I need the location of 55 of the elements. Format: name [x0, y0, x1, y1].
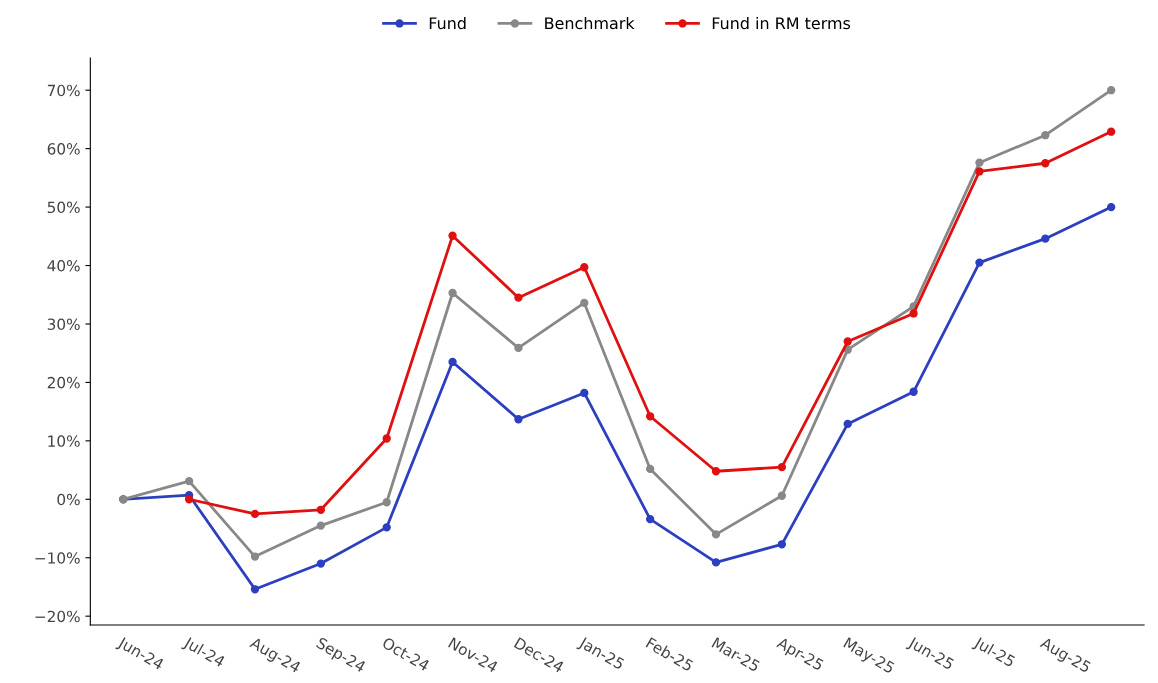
point — [645, 464, 655, 474]
point — [250, 585, 260, 594]
point — [645, 514, 655, 524]
point — [382, 498, 391, 507]
y-tick-label: 40% — [47, 259, 80, 272]
point — [514, 293, 523, 302]
y-tick-label: 50% — [47, 201, 80, 214]
legend-label: Fund — [429, 16, 466, 30]
y-tick-label: 0% — [57, 493, 80, 506]
point — [975, 158, 984, 167]
point — [711, 530, 721, 539]
point — [777, 540, 787, 549]
point — [250, 552, 260, 561]
point — [843, 419, 852, 429]
point — [1041, 234, 1050, 243]
legend-label: Fund in RM terms — [712, 16, 851, 30]
point — [184, 477, 194, 486]
point — [711, 558, 721, 567]
point — [975, 167, 984, 176]
point — [1041, 131, 1050, 140]
y-tick-label: −10% — [35, 552, 80, 564]
point — [250, 509, 260, 519]
point — [448, 231, 457, 240]
y-tick-label: 60% — [47, 143, 80, 155]
point — [580, 263, 589, 272]
point — [843, 337, 852, 346]
point — [909, 387, 918, 396]
point — [448, 288, 457, 298]
point — [316, 521, 326, 530]
point — [711, 467, 721, 476]
y-tick-label: 20% — [47, 376, 80, 389]
point — [645, 412, 655, 421]
point — [909, 309, 918, 318]
point — [1107, 86, 1116, 95]
point — [975, 258, 984, 267]
y-tick-label: 30% — [47, 318, 80, 330]
point — [1041, 159, 1050, 168]
point — [1107, 127, 1116, 136]
point — [777, 462, 787, 472]
point — [316, 505, 326, 514]
point — [1107, 202, 1116, 212]
point — [184, 495, 194, 504]
point — [514, 415, 523, 424]
y-tick-label: −20% — [35, 610, 80, 623]
point — [580, 298, 589, 308]
legend-label: Benchmark — [545, 16, 635, 30]
point — [448, 357, 457, 367]
point — [316, 559, 326, 568]
point — [514, 343, 523, 353]
point — [580, 388, 589, 398]
point — [382, 434, 391, 443]
y-tick-label: 10% — [48, 435, 80, 447]
y-tick-label: 70% — [47, 84, 80, 97]
point — [382, 523, 391, 532]
point — [777, 491, 787, 500]
